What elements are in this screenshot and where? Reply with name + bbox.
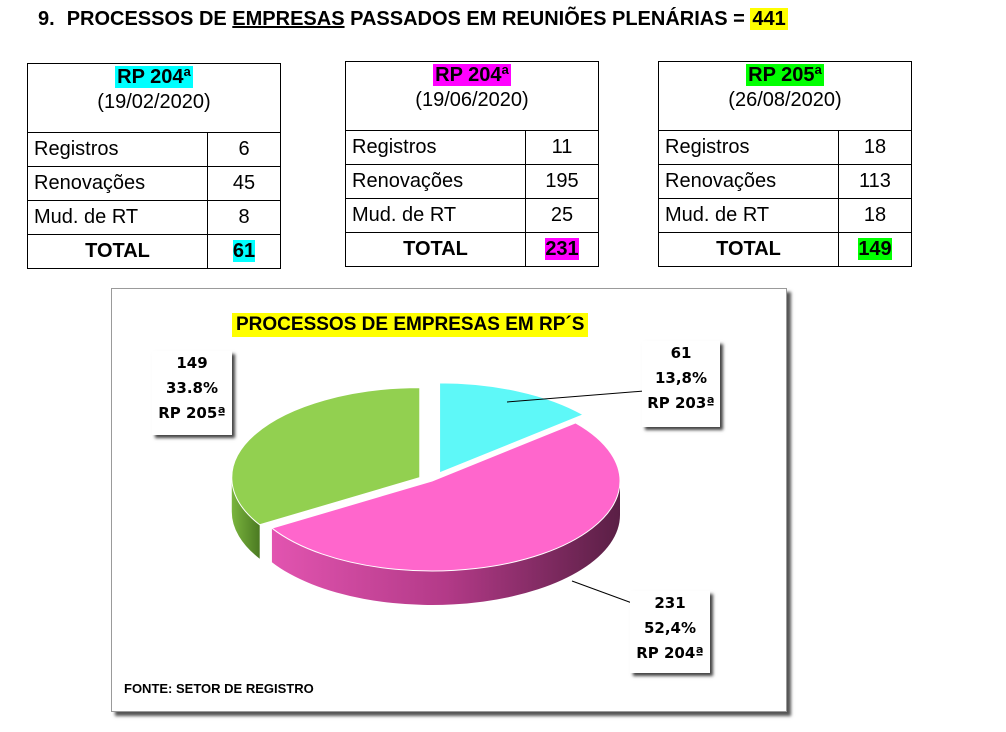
pie-slice-rp-205 [231,387,421,526]
rp-table-2: RP 204ª (19/06/2020) Registros 11 Renovaç… [345,61,599,267]
callout-percent: 33.8% [165,379,219,397]
row-label: Renovações [658,164,839,199]
chart-source: FONTE: SETOR DE REGISTRO [124,681,314,696]
table-row: Renovações 195 [345,164,599,199]
heading-text-before: PROCESSOS DE [66,8,233,30]
table-row: Renovações 45 [27,166,281,201]
rp-table-3-title: RP 205ª [746,64,824,86]
row-label: Mud. de RT [27,200,208,235]
table-row: Registros 18 [658,130,912,165]
table-row: Registros 6 [27,132,281,167]
callout-value: 149 [176,354,208,372]
table-row: Mud. de RT 25 [345,198,599,233]
row-value: 45 [207,166,281,201]
total-label: TOTAL [27,234,208,269]
pie-slice-rp-203 [439,382,585,474]
rp-table-1-title: RP 204ª [115,66,193,88]
callout-label: RP 205ª [158,404,226,422]
row-label: Renovações [27,166,208,201]
rp-table-2-title: RP 204ª [433,64,511,86]
heading-total: 441 [750,8,788,30]
rp-table-3-date: (26/08/2020) [728,89,842,111]
pie-chart-panel: PROCESSOS DE EMPRESAS EM RP´S 149 33.8% … [111,288,787,712]
total-row: TOTAL 231 [345,232,599,267]
callout-value: 231 [654,594,686,612]
callout-percent: 13,8% [654,369,708,387]
row-value: 6 [207,132,281,167]
row-label: Renovações [345,164,526,199]
pie-slice-rp-204 [270,422,621,572]
total-value: 231 [545,238,579,260]
callout-rp-203: 61 13,8% RP 203ª [642,341,720,427]
leader-line-rp-204 [571,580,633,604]
row-value: 195 [525,164,599,199]
total-row: TOTAL 149 [658,232,912,267]
row-label: Mud. de RT [345,198,526,233]
rp-table-3-header: RP 205ª (26/08/2020) [658,61,912,131]
table-row: Mud. de RT 18 [658,198,912,233]
table-row: Mud. de RT 8 [27,200,281,235]
row-label: Mud. de RT [658,198,839,233]
total-label: TOTAL [658,232,839,267]
table-row: Registros 11 [345,130,599,165]
total-label: TOTAL [345,232,526,267]
callout-label: RP 204ª [636,644,704,662]
section-heading: 9. PROCESSOS DE EMPRESAS PASSADOS EM REUN… [38,8,788,31]
row-value: 8 [207,200,281,235]
row-value: 25 [525,198,599,233]
chart-title: PROCESSOS DE EMPRESAS EM RP´S [232,313,589,337]
total-row: TOTAL 61 [27,234,281,269]
heading-text-after: PASSADOS EM REUNIÕES PLENÁRIAS = [344,8,751,30]
callout-value: 61 [670,344,692,362]
pie-slice-rp-204-side [271,481,620,605]
pie-slice-rp-205-side [231,477,260,559]
rp-table-1-header: RP 204ª (19/02/2020) [27,63,281,133]
callout-label: RP 203ª [647,394,715,412]
row-label: Registros [27,132,208,167]
callout-percent: 52,4% [643,619,697,637]
rp-table-2-date: (19/06/2020) [415,89,529,111]
rp-table-1: RP 204ª (19/02/2020) Registros 6 Renovaçõ… [27,63,281,269]
rp-table-1-date: (19/02/2020) [97,91,211,113]
total-value: 61 [232,240,256,262]
section-number: 9. [38,8,55,30]
row-value: 113 [838,164,912,199]
row-label: Registros [658,130,839,165]
table-row: Renovações 113 [658,164,912,199]
rp-table-2-header: RP 204ª (19/06/2020) [345,61,599,131]
leader-line-rp-203 [506,390,645,403]
row-value: 18 [838,130,912,165]
row-value: 11 [525,130,599,165]
callout-rp-205: 149 33.8% RP 205ª [152,351,232,435]
callout-rp-204: 231 52,4% RP 204ª [630,591,710,673]
rp-table-3: RP 205ª (26/08/2020) Registros 18 Renovaç… [658,61,912,267]
pie-chart [231,382,645,605]
heading-text-underlined: EMPRESAS [232,8,345,30]
row-value: 18 [838,198,912,233]
row-label: Registros [345,130,526,165]
total-value: 149 [858,238,892,260]
